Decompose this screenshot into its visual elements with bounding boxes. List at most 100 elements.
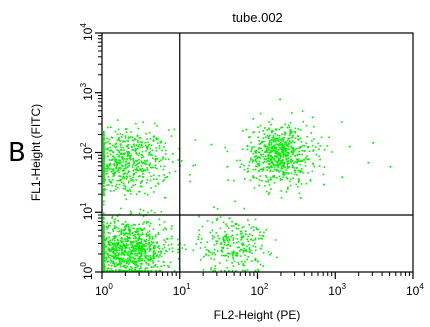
data-point: [103, 158, 105, 161]
data-point: [252, 175, 254, 177]
data-point: [323, 166, 326, 168]
data-point: [252, 152, 255, 155]
data-point: [230, 235, 233, 238]
data-point: [115, 258, 117, 260]
data-point: [134, 230, 136, 233]
data-point: [157, 251, 160, 253]
data-point: [116, 215, 119, 217]
data-point: [129, 231, 131, 233]
data-point: [130, 269, 132, 271]
data-point: [135, 248, 137, 250]
data-point: [211, 229, 214, 232]
data-point: [294, 154, 297, 157]
data-point: [103, 265, 105, 268]
data-point: [106, 167, 108, 170]
data-point: [198, 215, 200, 218]
data-point: [112, 169, 115, 172]
data-point: [142, 173, 144, 175]
data-point: [300, 183, 303, 185]
data-point: [171, 225, 173, 227]
data-point: [138, 258, 140, 261]
data-point: [110, 260, 113, 263]
data-point: [293, 141, 296, 144]
data-point: [127, 225, 130, 228]
data-point: [136, 228, 138, 230]
data-point: [275, 148, 277, 151]
data-point: [251, 234, 253, 237]
data-point: [141, 170, 143, 173]
data-point: [109, 162, 112, 165]
data-point: [265, 161, 268, 163]
data-point: [117, 227, 120, 230]
data-point: [103, 169, 105, 172]
data-point: [110, 168, 113, 170]
y-tick-label: 101: [79, 202, 95, 220]
data-point: [239, 250, 241, 252]
data-point: [244, 260, 246, 263]
data-point: [125, 178, 128, 180]
data-point: [232, 254, 234, 257]
data-point: [103, 221, 105, 224]
data-point: [215, 219, 218, 221]
data-point: [279, 162, 282, 165]
data-point: [145, 245, 147, 247]
data-point: [136, 243, 138, 245]
data-point: [243, 250, 246, 252]
data-point: [109, 153, 112, 156]
data-point: [108, 264, 110, 266]
data-point: [155, 137, 157, 139]
data-point: [112, 251, 115, 253]
data-point: [114, 222, 116, 224]
data-point: [254, 239, 256, 241]
data-point: [148, 143, 150, 146]
data-point: [282, 147, 284, 150]
data-point: [254, 270, 257, 272]
data-point: [276, 137, 279, 140]
data-point: [162, 156, 164, 158]
data-point: [266, 166, 269, 168]
data-point: [312, 162, 314, 165]
data-point: [272, 146, 275, 148]
data-point: [144, 250, 146, 252]
data-point: [119, 179, 121, 182]
data-point: [268, 137, 270, 139]
data-point: [109, 248, 111, 250]
data-point: [131, 252, 134, 255]
data-point: [139, 208, 142, 211]
data-point: [282, 138, 284, 141]
data-point: [139, 190, 141, 193]
data-point: [130, 246, 133, 248]
data-point: [139, 185, 142, 187]
data-point: [112, 248, 114, 251]
data-point: [124, 135, 127, 137]
data-point: [117, 241, 120, 244]
data-point: [265, 148, 268, 150]
data-point: [132, 174, 135, 176]
data-point: [260, 247, 262, 250]
data-point: [126, 158, 129, 160]
data-point: [227, 236, 230, 238]
data-point: [113, 249, 115, 252]
data-point: [290, 158, 292, 160]
data-point: [162, 180, 164, 182]
data-point: [273, 168, 276, 171]
data-point: [103, 136, 105, 139]
data-point: [261, 170, 264, 172]
data-point: [156, 138, 158, 141]
data-point: [248, 247, 251, 249]
data-point: [128, 270, 131, 272]
data-point: [137, 145, 140, 147]
data-point: [108, 150, 111, 152]
data-point: [103, 179, 105, 181]
data-point: [124, 194, 126, 196]
data-point: [235, 252, 237, 255]
data-point: [111, 184, 113, 187]
data-point: [128, 136, 130, 138]
data-point: [156, 241, 158, 243]
data-point: [279, 139, 281, 141]
data-point: [146, 146, 148, 148]
data-point: [144, 248, 146, 251]
data-point: [111, 151, 114, 153]
data-point: [130, 136, 132, 138]
data-point: [135, 148, 138, 150]
